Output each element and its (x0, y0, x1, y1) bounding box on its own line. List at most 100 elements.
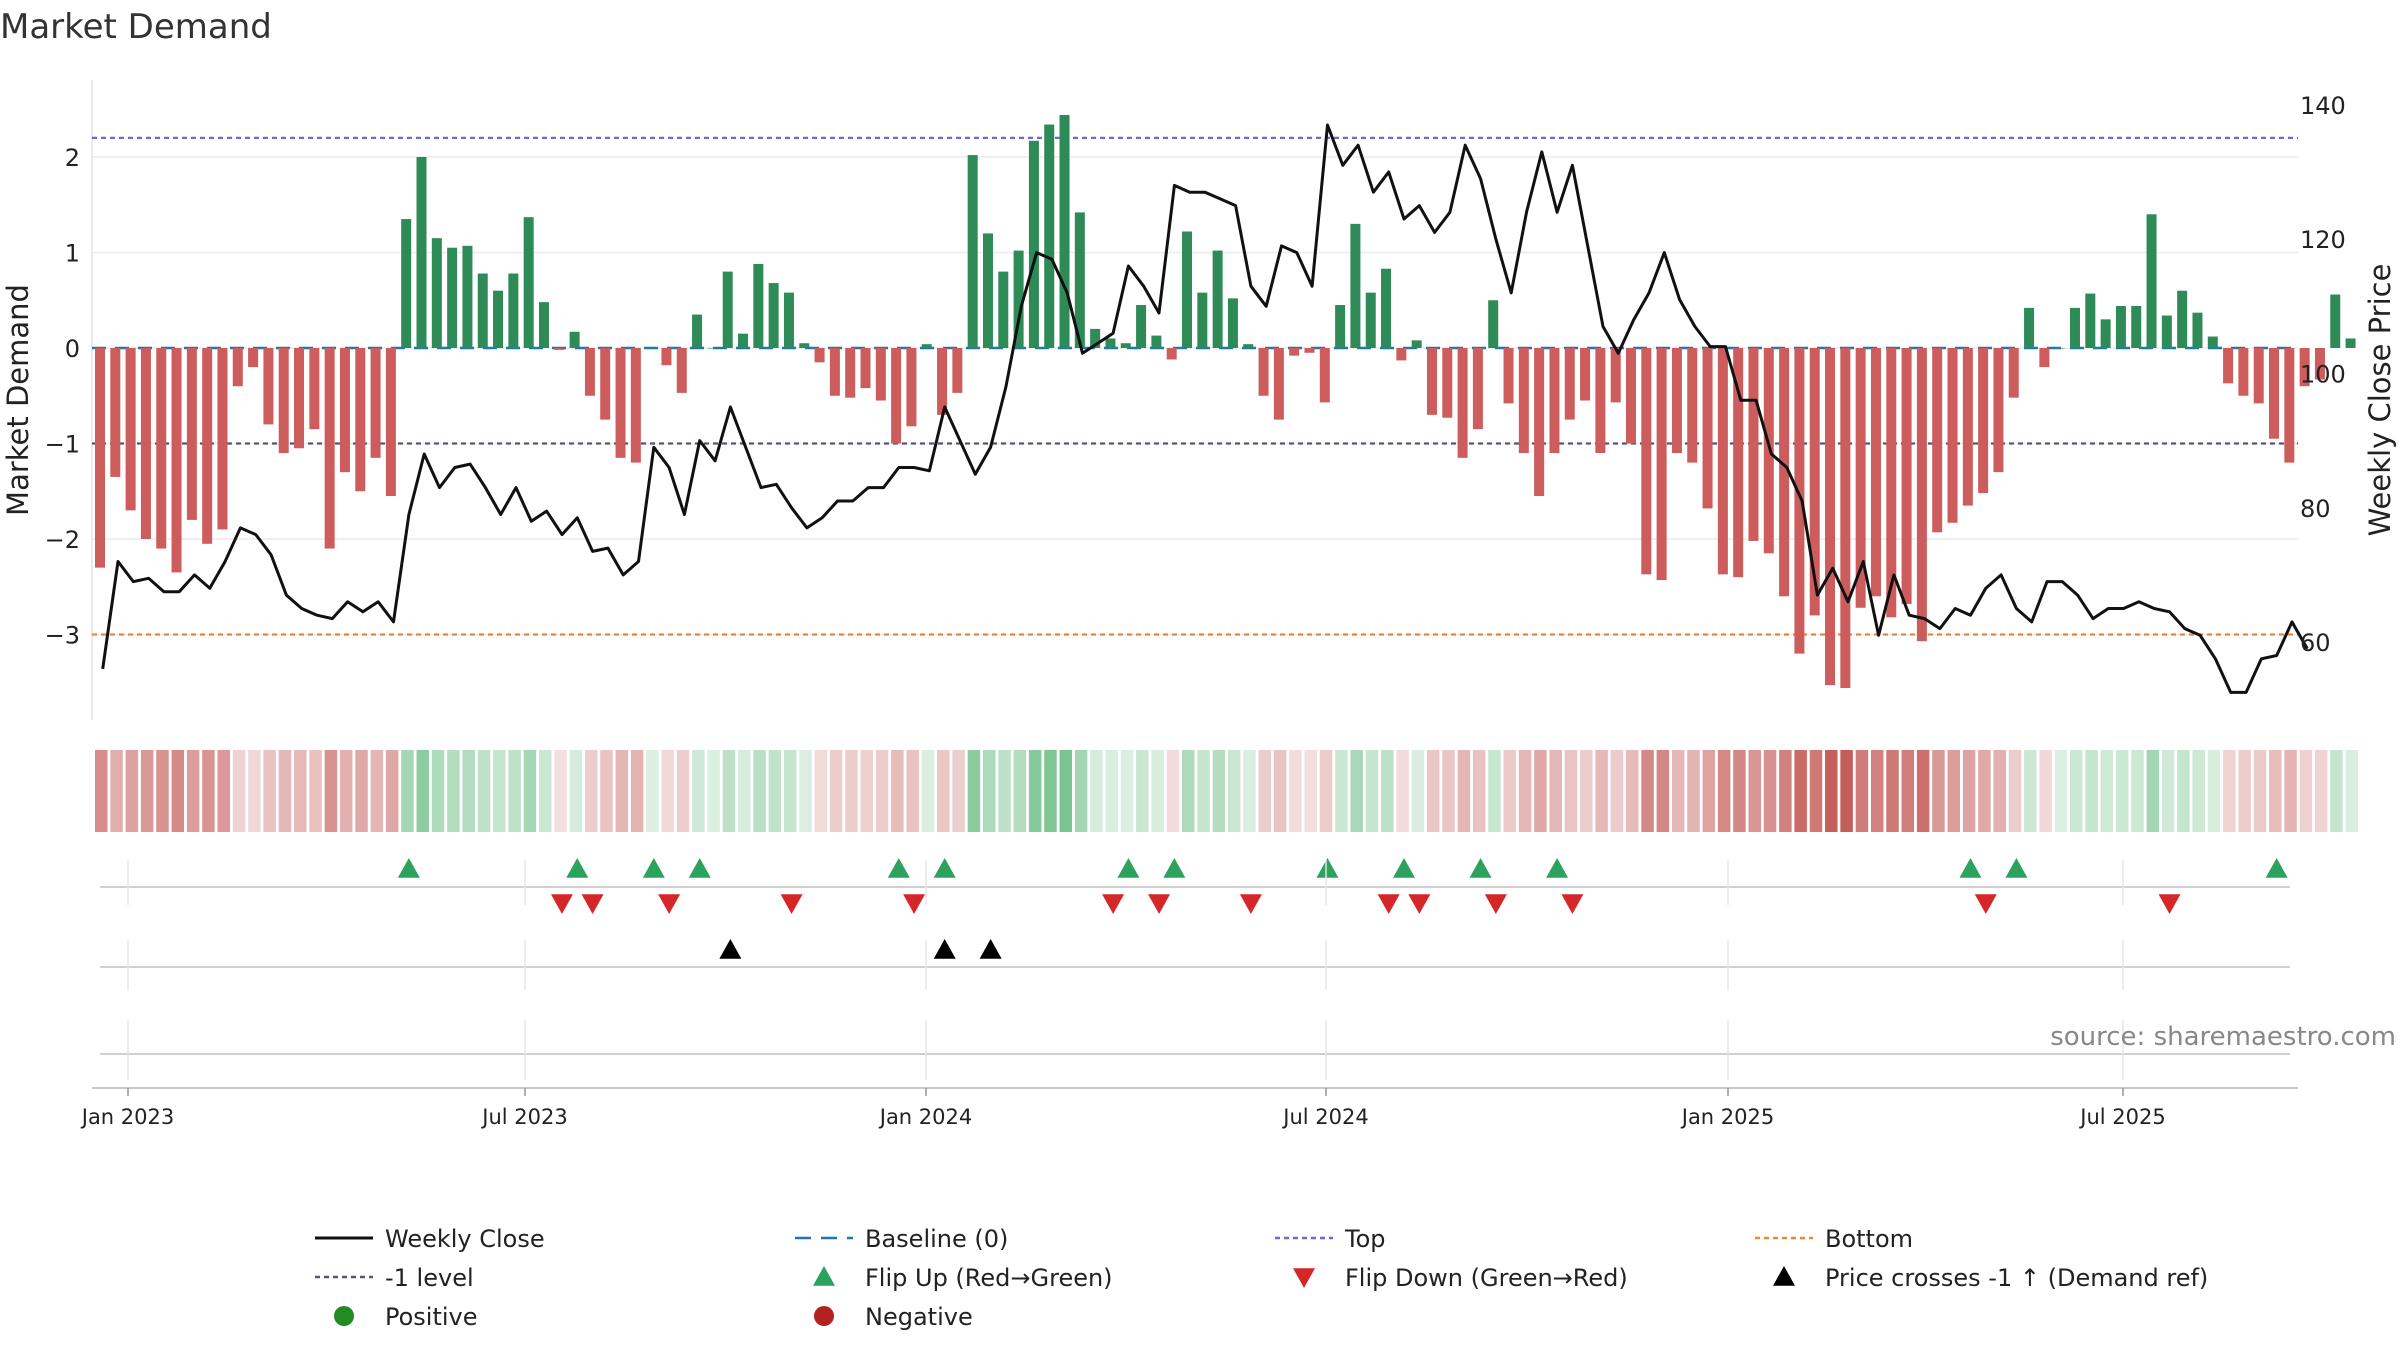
heat-cell (2330, 750, 2343, 832)
heat-cell (1503, 750, 1517, 832)
heat-cell (1028, 750, 1042, 832)
flip-down-marker (1561, 894, 1584, 914)
heat-cell (110, 750, 123, 832)
demand-bar (2345, 338, 2356, 348)
flip-up-marker (1469, 858, 1492, 878)
legend-label: Flip Down (Green→Red) (1345, 1264, 1628, 1292)
demand-bar (967, 155, 978, 348)
heat-cell (875, 750, 889, 832)
legend-price-cross-swatch (1773, 1266, 1795, 1286)
demand-bar (2330, 294, 2341, 348)
demand-bar (202, 348, 213, 544)
demand-bar (1656, 348, 1667, 581)
demand-bar (1825, 348, 1836, 686)
heat-cell (1457, 750, 1471, 832)
heat-cell (493, 750, 506, 832)
flip-down-marker (2158, 894, 2181, 914)
demand-bar (2284, 348, 2295, 463)
heat-cell (1610, 750, 1624, 832)
flip-down-marker (1974, 894, 1997, 914)
heat-cell (2039, 750, 2052, 832)
demand-bar (110, 348, 121, 477)
demand-bar (416, 157, 427, 348)
legend-label: Negative (865, 1303, 973, 1331)
demand-bar (2207, 336, 2218, 348)
demand-bar (1013, 250, 1024, 348)
heat-cell (2100, 750, 2114, 832)
heat-cell (768, 750, 782, 832)
demand-bar (462, 245, 473, 348)
demand-bar (1733, 348, 1744, 578)
heat-cell (2024, 750, 2037, 832)
heat-cell (1488, 750, 1501, 832)
demand-bar (1671, 348, 1682, 454)
demand-bar (2177, 290, 2188, 348)
demand-bar (156, 348, 167, 549)
heat-cell (447, 750, 460, 832)
heat-cell (1151, 750, 1164, 832)
demand-bar (2115, 305, 2126, 348)
demand-bar (1626, 348, 1636, 444)
demand-bar (1457, 348, 1468, 458)
heat-cell (982, 750, 996, 832)
legend-flip-down-swatch (1293, 1268, 1315, 1288)
legend-label: Bottom (1825, 1225, 1913, 1253)
heat-cell (1074, 750, 1088, 832)
legend-flip-up-swatch (813, 1266, 835, 1286)
heat-cell (692, 750, 705, 832)
flip-up-marker (1316, 858, 1339, 878)
right-tick-label: 80 (2300, 495, 2331, 523)
demand-bar (447, 247, 458, 348)
demand-bar (171, 348, 182, 573)
heat-cell (891, 750, 904, 832)
flip-up-marker (2005, 858, 2028, 878)
heat-cell (921, 750, 935, 832)
right-tick-label: 140 (2300, 92, 2346, 120)
legend-label: Price crosses -1 ↑ (Demand ref) (1825, 1264, 2208, 1292)
heat-cell (385, 750, 399, 832)
demand-bar (523, 217, 534, 348)
heat-cell (661, 750, 674, 832)
heat-cell (845, 750, 858, 832)
heat-cell (477, 750, 491, 832)
demand-bar (370, 348, 381, 458)
heat-cell (1549, 750, 1562, 832)
heat-cell (1916, 750, 1930, 832)
demand-bar (2085, 293, 2096, 348)
heat-cell (829, 750, 843, 832)
demand-bar (998, 271, 1009, 348)
demand-bar (692, 314, 703, 348)
demand-bar (1993, 348, 2004, 473)
demand-bar (2161, 315, 2172, 348)
demand-bar (783, 292, 794, 348)
demand-bar (1962, 348, 1973, 506)
heat-cell (1809, 750, 1823, 832)
demand-bar (630, 348, 641, 463)
demand-bar (1365, 292, 1376, 348)
heat-cell (140, 750, 154, 832)
demand-bar (1472, 348, 1483, 430)
price-cross-marker (979, 939, 1002, 959)
heat-cell (2008, 750, 2022, 832)
heat-cell (2345, 750, 2359, 832)
heat-cell (1564, 750, 1578, 832)
heat-cell (630, 750, 644, 832)
heat-cell (1993, 750, 2006, 832)
demand-bar (1090, 328, 1101, 348)
heat-cell (263, 750, 276, 832)
flip-up-marker (566, 858, 589, 878)
heat-cell (2223, 750, 2236, 832)
heat-cell (1947, 750, 1961, 832)
legend-label: Weekly Close (385, 1225, 545, 1253)
x-tick-label: Jan 2025 (1680, 1105, 1775, 1129)
demand-bar (1564, 348, 1575, 420)
demand-bar (615, 348, 626, 458)
demand-bar (2192, 312, 2203, 348)
demand-bar (1028, 140, 1039, 348)
demand-bar (140, 348, 151, 539)
demand-bar (875, 348, 886, 401)
demand-bar (1411, 340, 1422, 348)
left-tick-label: 0 (65, 335, 80, 363)
demand-bar (2024, 307, 2035, 348)
left-axis-label: Market Demand (1, 284, 35, 516)
